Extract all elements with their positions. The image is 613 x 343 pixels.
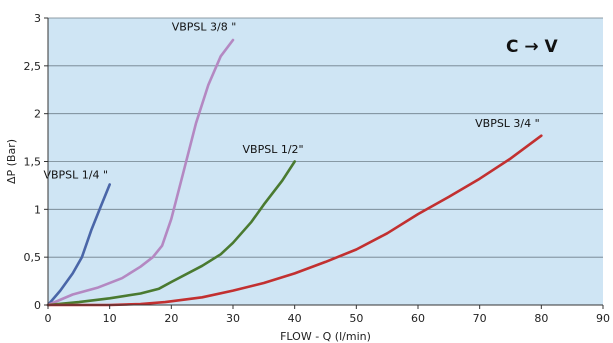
series-2: VBPSL 3/8 " [46, 20, 237, 307]
x-tick-label: 0 [45, 312, 52, 325]
x-tick-labels: 0 10 20 30 40 50 60 70 80 90 [45, 305, 610, 325]
y-tick-label: 1,5 [24, 156, 42, 169]
x-tick-label: 70 [473, 312, 487, 325]
x-tick-label: 60 [411, 312, 425, 325]
y-tick-label: 2,5 [24, 60, 42, 73]
series-line [46, 38, 235, 307]
series-label: VBPSL 1/4 " [43, 169, 108, 182]
x-tick-label: 90 [596, 312, 610, 325]
y-tick-label: 0,5 [24, 251, 42, 264]
flow-direction-annotation: C → V [506, 37, 559, 57]
y-tick-label: 3 [34, 12, 41, 25]
x-tick-label: 30 [226, 312, 240, 325]
x-tick-label: 80 [534, 312, 548, 325]
series-3: VBPSL 1/2" [46, 143, 304, 307]
y-tick-label: 0 [34, 299, 41, 312]
x-axis-label: FLOW - Q (l/min) [280, 330, 371, 343]
series-1: VBPSL 1/4 " [43, 169, 111, 307]
y-tick-label: 1 [34, 203, 41, 216]
series-line [46, 160, 296, 307]
series-layer: VBPSL 1/4 " VBPSL 3/8 " VBPSL 1/2" VBPSL 3/… [43, 20, 543, 307]
series-label: VBPSL 1/2" [243, 143, 304, 156]
x-tick-label: 40 [288, 312, 302, 325]
series-label: VBPSL 3/8 " [172, 20, 237, 33]
series-label: VBPSL 3/4 " [475, 117, 540, 130]
y-axis-label: ΔP (Bar) [5, 139, 18, 184]
x-tick-label: 10 [103, 312, 117, 325]
series-line [46, 134, 543, 307]
y-tick-labels: 0 0,5 1 1,5 2 2,5 3 [24, 12, 48, 312]
x-tick-label: 50 [349, 312, 363, 325]
y-tick-label: 2 [34, 108, 41, 121]
series-line [46, 183, 111, 307]
x-tick-label: 20 [164, 312, 178, 325]
grid-lines [48, 17, 603, 258]
series-4: VBPSL 3/4 " [46, 117, 543, 307]
